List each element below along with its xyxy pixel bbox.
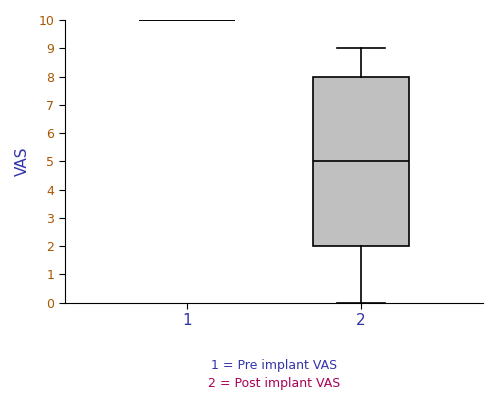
- Text: 1 = Pre implant VAS: 1 = Pre implant VAS: [211, 359, 337, 371]
- Text: 2 = Post implant VAS: 2 = Post implant VAS: [208, 377, 340, 389]
- PathPatch shape: [313, 77, 409, 246]
- Y-axis label: VAS: VAS: [15, 146, 30, 176]
